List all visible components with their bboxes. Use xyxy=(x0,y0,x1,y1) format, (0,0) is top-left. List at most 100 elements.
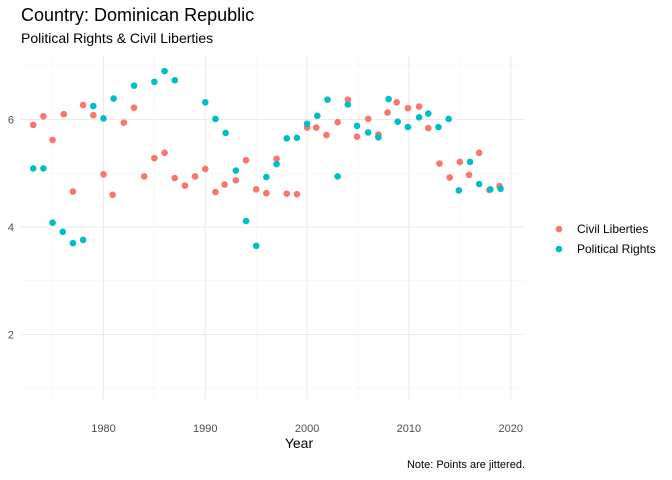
legend: Civil Liberties Political Rights xyxy=(555,222,656,256)
political-rights-point xyxy=(497,185,504,193)
x-axis-title: Year xyxy=(285,435,314,451)
civil-liberties-point xyxy=(69,188,77,195)
civil-liberties-point xyxy=(283,190,291,197)
data-points xyxy=(29,67,504,250)
political-rights-point xyxy=(487,186,494,193)
civil-liberties-point xyxy=(109,191,116,199)
civil-liberties-point xyxy=(293,190,301,198)
political-rights-point xyxy=(232,167,240,174)
political-rights-point xyxy=(353,122,361,130)
civil-liberties-point xyxy=(120,119,128,127)
political-rights-point xyxy=(445,115,452,123)
political-rights-point xyxy=(201,99,209,106)
civil-liberties-point xyxy=(334,118,341,126)
civil-liberties-point xyxy=(49,136,56,144)
political-rights-point xyxy=(424,110,432,117)
civil-liberties-point xyxy=(436,160,443,167)
political-rights-point xyxy=(344,101,352,108)
civil-liberties-point xyxy=(323,131,330,139)
civil-liberties-point xyxy=(40,112,47,120)
minor-grid xyxy=(21,55,525,399)
civil-liberties-point xyxy=(79,101,87,109)
civil-liberties-point xyxy=(404,104,412,112)
civil-liberties-point xyxy=(263,189,270,197)
political-rights-point xyxy=(59,228,67,236)
civil-liberties-point xyxy=(212,188,219,196)
civil-liberties-point xyxy=(191,173,199,180)
civil-liberties-point xyxy=(475,149,483,157)
political-rights-point xyxy=(435,123,442,131)
civil-liberties-point xyxy=(60,110,68,118)
political-rights-point xyxy=(100,115,107,122)
political-rights-point xyxy=(324,96,331,103)
political-rights-legend-key xyxy=(555,245,563,253)
civil-liberties-legend-key xyxy=(555,225,563,233)
civil-liberties-point xyxy=(242,157,250,164)
y-tick-label: 4 xyxy=(8,222,14,234)
political-rights-point xyxy=(151,78,158,86)
civil-liberties-legend-label: Civil Liberties xyxy=(577,222,648,236)
political-rights-point xyxy=(283,135,291,142)
political-rights-point xyxy=(29,165,37,172)
political-rights-legend-label: Political Rights xyxy=(577,242,656,256)
political-rights-point xyxy=(263,173,270,181)
political-rights-point xyxy=(394,118,402,125)
political-rights-point xyxy=(364,129,372,136)
civil-liberties-point xyxy=(353,133,361,140)
civil-liberties-point xyxy=(89,111,97,119)
political-rights-point xyxy=(375,133,382,141)
political-rights-point xyxy=(455,187,463,194)
x-tick-label: 1980 xyxy=(91,423,115,435)
political-rights-point xyxy=(303,120,311,128)
civil-liberties-point xyxy=(29,121,37,129)
civil-liberties-point xyxy=(232,176,240,184)
political-rights-point xyxy=(415,114,423,121)
political-rights-point xyxy=(466,158,474,166)
political-rights-point xyxy=(242,217,250,225)
x-tick-label: 2020 xyxy=(499,423,523,435)
civil-liberties-point xyxy=(273,155,280,163)
civil-liberties-point xyxy=(201,165,209,173)
x-tick-label: 1990 xyxy=(193,423,217,435)
political-rights-point xyxy=(69,239,77,247)
political-rights-point xyxy=(252,242,260,250)
y-axis-ticks: 2 4 6 xyxy=(8,115,14,342)
political-rights-point xyxy=(313,112,321,120)
political-rights-point xyxy=(89,102,97,110)
political-rights-point xyxy=(404,123,412,131)
political-rights-point xyxy=(212,115,219,123)
chart-caption: Note: Points are jittered. xyxy=(406,459,525,471)
civil-liberties-point xyxy=(384,109,391,116)
political-rights-point xyxy=(222,129,229,137)
civil-liberties-point xyxy=(456,158,464,166)
x-tick-label: 2010 xyxy=(397,423,421,435)
political-rights-point xyxy=(273,160,280,168)
civil-liberties-point xyxy=(364,115,372,123)
y-tick-label: 2 xyxy=(8,330,14,342)
civil-liberties-point xyxy=(181,182,189,189)
civil-liberties-point xyxy=(344,96,352,103)
civil-liberties-point xyxy=(312,124,320,131)
political-rights-point xyxy=(171,76,179,84)
political-rights-point xyxy=(40,165,47,172)
x-axis-ticks: 1980 1990 2000 2010 2020 xyxy=(91,423,523,435)
political-rights-point xyxy=(385,95,392,103)
political-rights-point xyxy=(161,67,168,75)
x-tick-label: 2000 xyxy=(295,423,319,435)
civil-liberties-point xyxy=(415,103,423,110)
civil-liberties-point xyxy=(393,99,401,106)
political-rights-point xyxy=(79,236,87,244)
civil-liberties-point xyxy=(424,124,432,132)
civil-liberties-point xyxy=(446,174,453,181)
political-rights-point xyxy=(110,95,117,102)
civil-liberties-point xyxy=(465,171,473,179)
political-rights-point xyxy=(475,180,483,188)
civil-liberties-point xyxy=(140,173,148,180)
major-grid xyxy=(21,55,525,399)
civil-liberties-point xyxy=(151,154,158,162)
chart-title: Country: Dominican Republic xyxy=(21,5,255,25)
chart-subtitle: Political Rights & Civil Liberties xyxy=(21,30,214,46)
civil-liberties-point xyxy=(130,104,138,111)
civil-liberties-point xyxy=(171,174,179,182)
